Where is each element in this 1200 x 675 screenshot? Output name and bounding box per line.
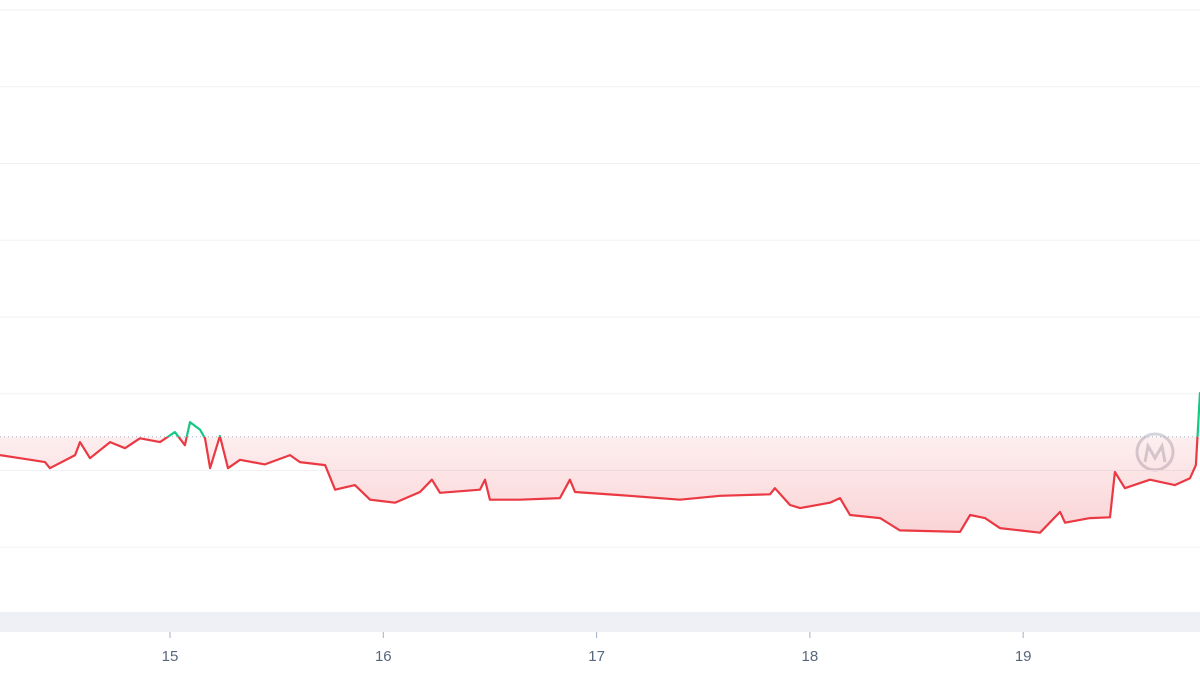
price-line-up [166, 392, 1200, 437]
x-tick-label: 17 [588, 648, 605, 665]
x-tick-label: 19 [1015, 648, 1032, 665]
x-tick-label: 18 [802, 648, 819, 665]
volume-strip [0, 612, 1200, 632]
down-area [0, 436, 1198, 533]
price-line-down [0, 436, 1199, 534]
x-tick-label: 16 [375, 648, 392, 665]
x-tick-label: 15 [162, 648, 179, 665]
